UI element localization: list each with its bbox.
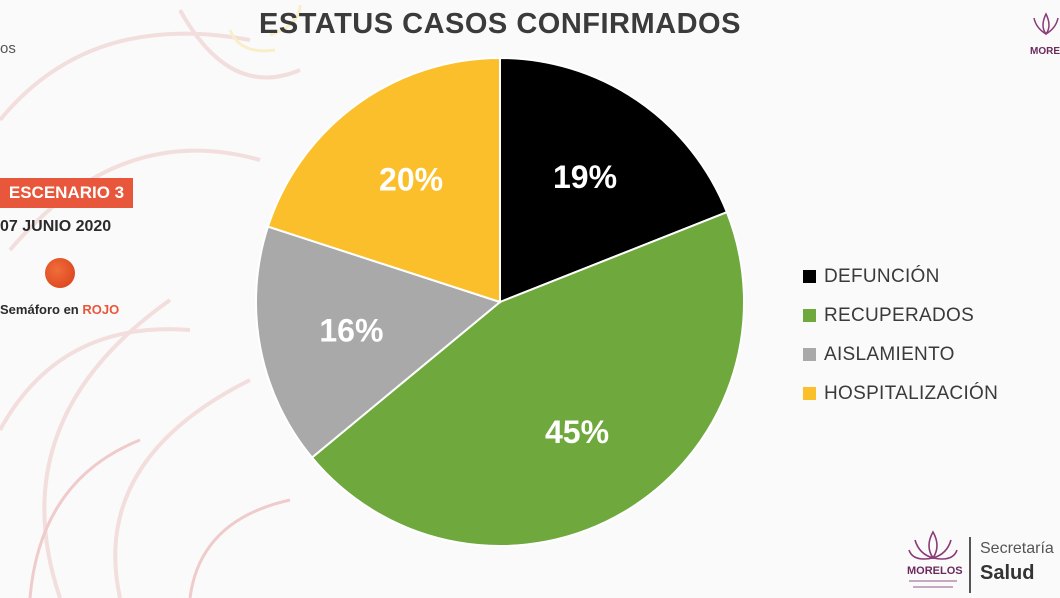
cut-off-text: os [0,40,16,57]
morelos-logo-icon: MORELOS [1030,12,1060,57]
legend-item: AISLAMIENTO [803,335,998,374]
legend-swatch [803,270,816,283]
legend-item: RECUPERADOS [803,296,998,335]
morelos-footer-logo-icon: MORELOS [907,530,963,588]
legend-item: DEFUNCIÓN [803,257,998,296]
legend-swatch [803,309,816,322]
pie-slice-defunción [499,56,729,304]
legend-swatch [803,387,816,400]
footer-divider [969,537,971,593]
legend-label: HOSPITALIZACIÓN [824,382,999,404]
morelos-footer-logo-text: MORELOS [907,565,963,577]
legend-label: AISLAMIENTO [824,343,955,365]
traffic-light-icon [45,258,75,288]
semaforo-prefix: Semáforo en [0,302,83,317]
chart-legend: DEFUNCIÓN RECUPERADOS AISLAMIENTO HOSPITALI… [803,257,998,413]
pie-slice-hospitalización [266,56,501,304]
slide-title: ESTATUS CASOS CONFIRMADOS [259,8,741,40]
footer-secretaria: Secretaría [980,540,1054,557]
pie-slice-recuperados [310,210,745,547]
pie-label-aislamiento: 16% [319,312,383,348]
footer-salud: Salud [980,562,1035,584]
pie-label-hospitalización: 20% [379,162,443,198]
legend-label: DEFUNCIÓN [824,265,940,287]
legend-item: HOSPITALIZACIÓN [803,374,998,413]
semaforo-status: ROJO [82,302,120,317]
pie-label-defunción: 19% [553,159,617,195]
pie-slice-aislamiento [255,225,503,459]
date-label: 07 JUNIO 2020 [0,218,112,235]
legend-swatch [803,348,816,361]
pie-label-recuperados: 45% [545,414,609,450]
pie-chart: 19% 45% 16% 20% [255,56,745,547]
legend-label: RECUPERADOS [824,304,975,326]
morelos-logo-text: MORELOS [1030,46,1060,57]
semaforo-label: Semáforo en ROJO [0,302,119,317]
scenario-badge: ESCENARIO 3 [0,178,133,208]
